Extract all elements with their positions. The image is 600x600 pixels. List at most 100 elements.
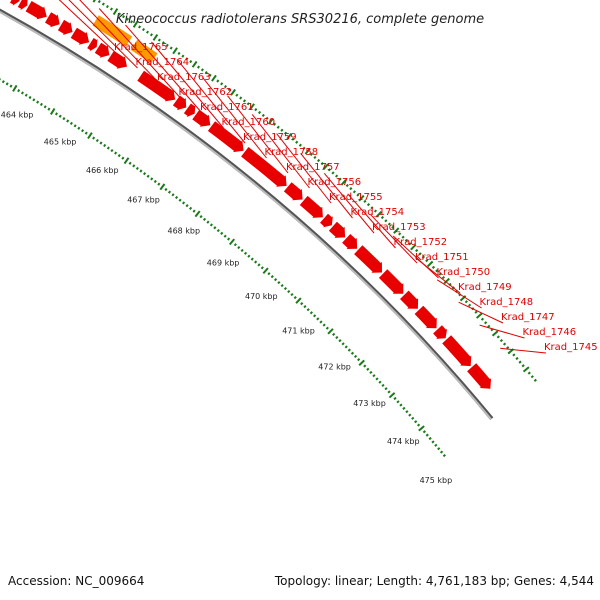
gene-feature [192, 109, 211, 127]
outer-tick [272, 122, 277, 126]
inner-tick [121, 156, 125, 160]
outer-tick [265, 116, 269, 120]
accession-text: Accession: NC_009664 [8, 574, 144, 588]
outer-tick [338, 177, 342, 181]
inner-tick [399, 403, 403, 407]
inner-tick [20, 91, 24, 95]
inner-tick [58, 114, 62, 118]
gene-feature [354, 245, 382, 273]
scale-label: 466 kbp [86, 166, 119, 175]
inner-tick [92, 136, 96, 140]
inner-tick [422, 430, 426, 434]
gene-label: Krad_1764 [136, 57, 190, 68]
gene-feature [342, 234, 358, 249]
gene-label: Krad_1751 [415, 252, 469, 263]
outer-tick [435, 269, 439, 273]
outer-tick [512, 353, 516, 357]
gene-label: Krad_1759 [243, 132, 297, 143]
outer-tick [138, 25, 142, 29]
outer-tick [421, 255, 426, 259]
outer-tick [267, 117, 274, 125]
gene-label: Krad_1755 [329, 192, 383, 203]
inner-tick [243, 251, 248, 255]
gene-label-line [251, 114, 310, 189]
gene-label-line [227, 95, 289, 174]
scale-label: 472 kbp [318, 362, 351, 371]
outer-tick [530, 375, 534, 379]
outer-tick [122, 15, 126, 19]
outer-tick [309, 152, 313, 156]
gene-feature [183, 103, 196, 118]
inner-tick [202, 217, 207, 221]
topology-text: Topology: linear; Length: 4,761,183 bp; … [274, 574, 594, 588]
outer-tick [533, 378, 537, 382]
inner-tick [414, 420, 418, 424]
outer-tick [141, 27, 146, 32]
outer-tick [480, 317, 485, 321]
gene-label: Krad_1752 [394, 237, 448, 248]
inner-tick [209, 223, 213, 227]
gene-label-line [58, 0, 117, 54]
outer-tick [317, 158, 321, 163]
gene-label: Krad_1749 [458, 282, 512, 293]
gene-feature [467, 363, 492, 389]
outer-tick [426, 260, 434, 268]
outer-tick [527, 371, 531, 375]
inner-tick [396, 400, 400, 404]
outer-tick [518, 360, 522, 364]
outer-tick [177, 51, 181, 56]
outer-tick [239, 96, 243, 100]
inner-tick-track [0, 78, 446, 458]
inner-tick [363, 364, 367, 368]
gene-label-line [370, 214, 418, 264]
inner-tick [171, 193, 175, 197]
inner-tick [49, 107, 56, 115]
outer-tick [235, 93, 239, 97]
inner-tick [216, 228, 220, 233]
outer-tick [491, 330, 499, 337]
gene-feature [87, 38, 98, 52]
scale-label: 468 kbp [167, 227, 200, 236]
inner-tick [36, 100, 40, 104]
inner-tick [434, 443, 438, 447]
gene-label: Krad_1756 [308, 177, 362, 188]
outer-tick [97, 0, 101, 4]
inner-tick [283, 286, 288, 291]
inner-tick [375, 377, 379, 381]
gene-label-line [202, 76, 267, 159]
outer-tick [101, 2, 105, 6]
outer-tick [499, 338, 504, 343]
inner-tick [114, 151, 118, 155]
outer-tick [145, 30, 150, 34]
outer-tick [105, 4, 109, 9]
inner-tick [428, 436, 432, 441]
inner-tick [135, 166, 139, 171]
gene-label: Krad_1765 [114, 42, 168, 53]
inner-tick [87, 132, 93, 140]
inner-tick [332, 332, 336, 336]
outer-tick [320, 162, 324, 166]
inner-tick [62, 117, 66, 121]
inner-tick [12, 84, 18, 92]
gene-label-line [436, 279, 482, 309]
outer-tick [475, 312, 483, 319]
inner-tick [185, 204, 189, 208]
inner-tick [233, 243, 237, 247]
inner-tick [366, 367, 370, 371]
inner-tick [341, 342, 345, 346]
outer-tick [408, 242, 412, 246]
gene-feature [320, 213, 333, 228]
inner-tick [250, 257, 254, 261]
inner-tick [192, 209, 196, 213]
inner-tick [322, 323, 326, 327]
outer-tick [443, 277, 450, 285]
outer-tick [375, 211, 383, 218]
gene-label: Krad_1754 [351, 207, 405, 218]
outer-tick [345, 183, 349, 188]
inner-tick [106, 146, 110, 150]
outer-tick [157, 38, 161, 42]
inner-tick [270, 275, 274, 279]
outer-tick [467, 303, 472, 307]
gene-feature [414, 305, 437, 329]
